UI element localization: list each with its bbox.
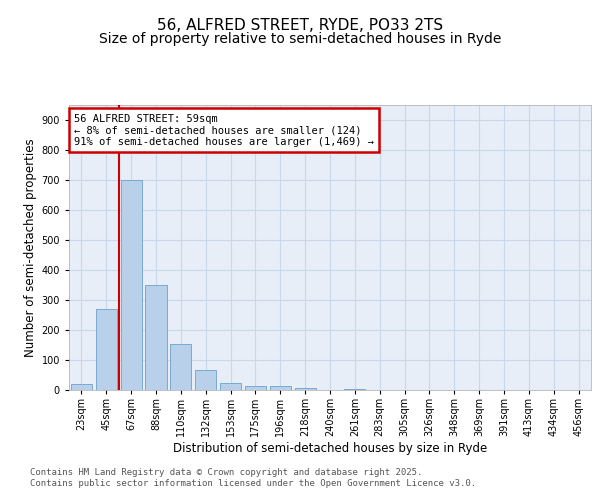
- Bar: [71, 384, 92, 390]
- Bar: [344, 388, 365, 390]
- Text: 56, ALFRED STREET, RYDE, PO33 2TS: 56, ALFRED STREET, RYDE, PO33 2TS: [157, 18, 443, 32]
- X-axis label: Distribution of semi-detached houses by size in Ryde: Distribution of semi-detached houses by …: [173, 442, 487, 455]
- Text: 56 ALFRED STREET: 59sqm
← 8% of semi-detached houses are smaller (124)
91% of se: 56 ALFRED STREET: 59sqm ← 8% of semi-det…: [74, 114, 374, 147]
- Text: Contains HM Land Registry data © Crown copyright and database right 2025.
Contai: Contains HM Land Registry data © Crown c…: [30, 468, 476, 487]
- Bar: [270, 386, 291, 390]
- Bar: [195, 370, 216, 390]
- Bar: [145, 285, 167, 390]
- Text: Size of property relative to semi-detached houses in Ryde: Size of property relative to semi-detach…: [99, 32, 501, 46]
- Bar: [96, 309, 117, 390]
- Bar: [121, 180, 142, 390]
- Bar: [295, 388, 316, 390]
- Bar: [220, 383, 241, 390]
- Bar: [170, 344, 191, 390]
- Bar: [245, 386, 266, 390]
- Y-axis label: Number of semi-detached properties: Number of semi-detached properties: [25, 138, 37, 357]
